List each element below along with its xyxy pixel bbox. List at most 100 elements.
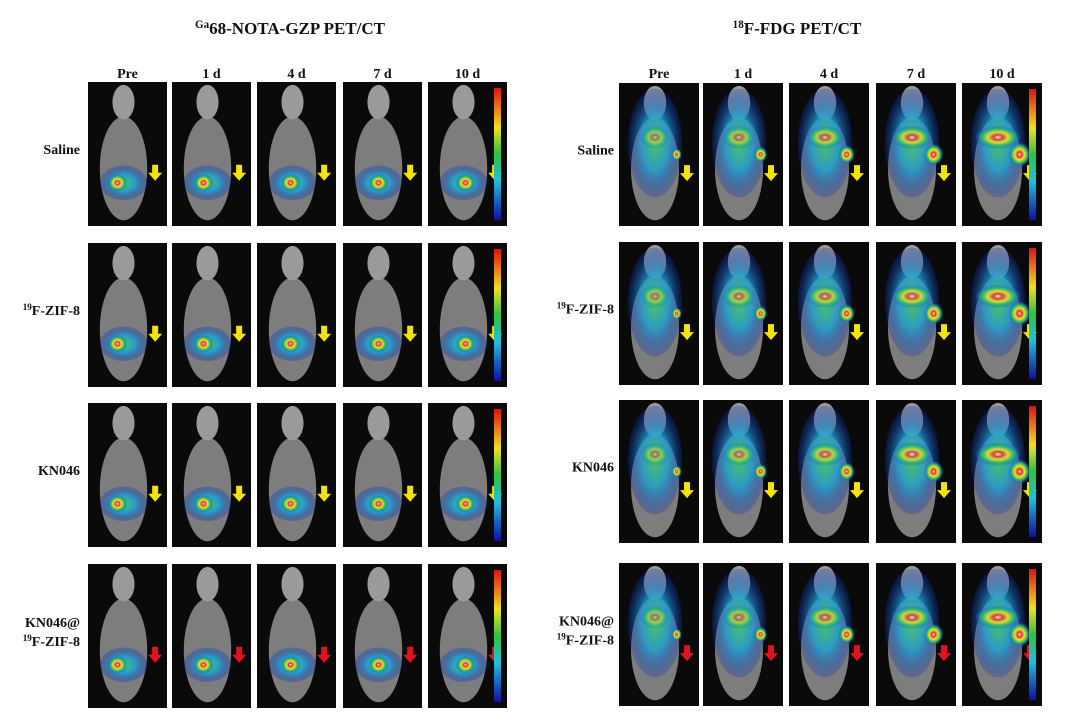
arrow <box>232 164 247 181</box>
uptake <box>456 656 475 674</box>
arrow <box>403 485 418 502</box>
uptake <box>722 284 756 308</box>
tumor <box>754 464 768 479</box>
arrow <box>764 645 778 662</box>
tumor <box>838 145 855 164</box>
arrow <box>850 324 864 341</box>
superscript: 19 <box>23 633 33 643</box>
head <box>196 245 219 281</box>
panel-title: Ga68-NOTA-GZP PET/CT <box>195 19 386 38</box>
uptake <box>640 442 670 466</box>
arrow <box>232 325 247 342</box>
tumor <box>671 465 682 478</box>
arrow <box>937 165 951 182</box>
arrow <box>764 324 778 341</box>
superscript: 19 <box>23 302 33 312</box>
tumor <box>1008 459 1031 484</box>
tumor <box>754 147 768 162</box>
uptake <box>108 495 127 513</box>
head <box>452 405 475 441</box>
arrow <box>937 645 951 662</box>
arrow <box>937 324 951 341</box>
column-label: 1 d <box>734 67 753 82</box>
row-label: KN046@ <box>25 616 80 631</box>
uptake <box>891 442 933 466</box>
column-label: 10 d <box>989 67 1015 82</box>
arrow <box>850 165 864 182</box>
uptake <box>108 335 127 353</box>
uptake <box>456 495 475 513</box>
head <box>112 84 135 120</box>
head <box>452 566 475 602</box>
head <box>112 566 135 602</box>
arrow <box>680 482 694 499</box>
head <box>196 84 219 120</box>
arrow <box>317 164 332 181</box>
uptake <box>108 174 127 192</box>
colorbar <box>1029 89 1036 220</box>
row-label: 19F-ZIF-8 <box>557 301 614 318</box>
column-label: 7 d <box>373 67 392 82</box>
uptake <box>722 605 756 629</box>
uptake <box>640 125 670 149</box>
arrow <box>317 325 332 342</box>
colorbar <box>494 409 501 541</box>
text: 68-NOTA-GZP PET/CT <box>209 19 385 38</box>
tumor <box>671 307 682 320</box>
column-label: 10 d <box>455 67 481 82</box>
uptake <box>369 335 388 353</box>
superscript: 19 <box>557 301 567 311</box>
uptake <box>975 284 1021 308</box>
column-label: 4 d <box>287 67 306 82</box>
arrow <box>680 165 694 182</box>
arrow <box>680 645 694 662</box>
arrow <box>850 482 864 499</box>
arrow <box>148 325 163 342</box>
tumor <box>1008 301 1031 326</box>
arrow <box>403 325 418 342</box>
column-label: Pre <box>117 67 138 82</box>
arrow <box>850 645 864 662</box>
tumor <box>924 624 944 645</box>
text: KN046@ <box>25 616 80 631</box>
head <box>281 84 304 120</box>
tumor <box>838 625 855 644</box>
head <box>281 245 304 281</box>
row-label: KN046@ <box>559 615 614 630</box>
superscript: Ga <box>195 19 210 31</box>
uptake <box>806 442 844 466</box>
row-label: Saline <box>43 143 80 158</box>
uptake <box>806 284 844 308</box>
tumor <box>1008 622 1031 647</box>
arrow <box>232 646 247 663</box>
uptake <box>194 335 213 353</box>
head <box>452 245 475 281</box>
uptake <box>194 656 213 674</box>
uptake <box>722 125 756 149</box>
uptake <box>722 442 756 466</box>
text: F-ZIF-8 <box>32 304 80 319</box>
head <box>112 245 135 281</box>
head <box>367 245 390 281</box>
tumor <box>924 461 944 482</box>
row-label: KN046 <box>572 461 614 476</box>
uptake <box>975 442 1021 466</box>
tumor <box>754 627 768 642</box>
head <box>367 566 390 602</box>
text: KN046 <box>38 464 80 479</box>
tumor <box>924 303 944 324</box>
row-label: 19F-ZIF-8 <box>557 632 614 649</box>
uptake <box>640 605 670 629</box>
uptake <box>640 284 670 308</box>
uptake <box>975 125 1021 149</box>
uptake <box>891 605 933 629</box>
arrow <box>148 164 163 181</box>
tumor <box>671 628 682 641</box>
uptake <box>194 174 213 192</box>
tumor <box>754 306 768 321</box>
uptake <box>281 656 300 674</box>
row-label: 19F-ZIF-8 <box>23 302 80 319</box>
head <box>281 405 304 441</box>
arrow <box>148 646 163 663</box>
head <box>196 405 219 441</box>
